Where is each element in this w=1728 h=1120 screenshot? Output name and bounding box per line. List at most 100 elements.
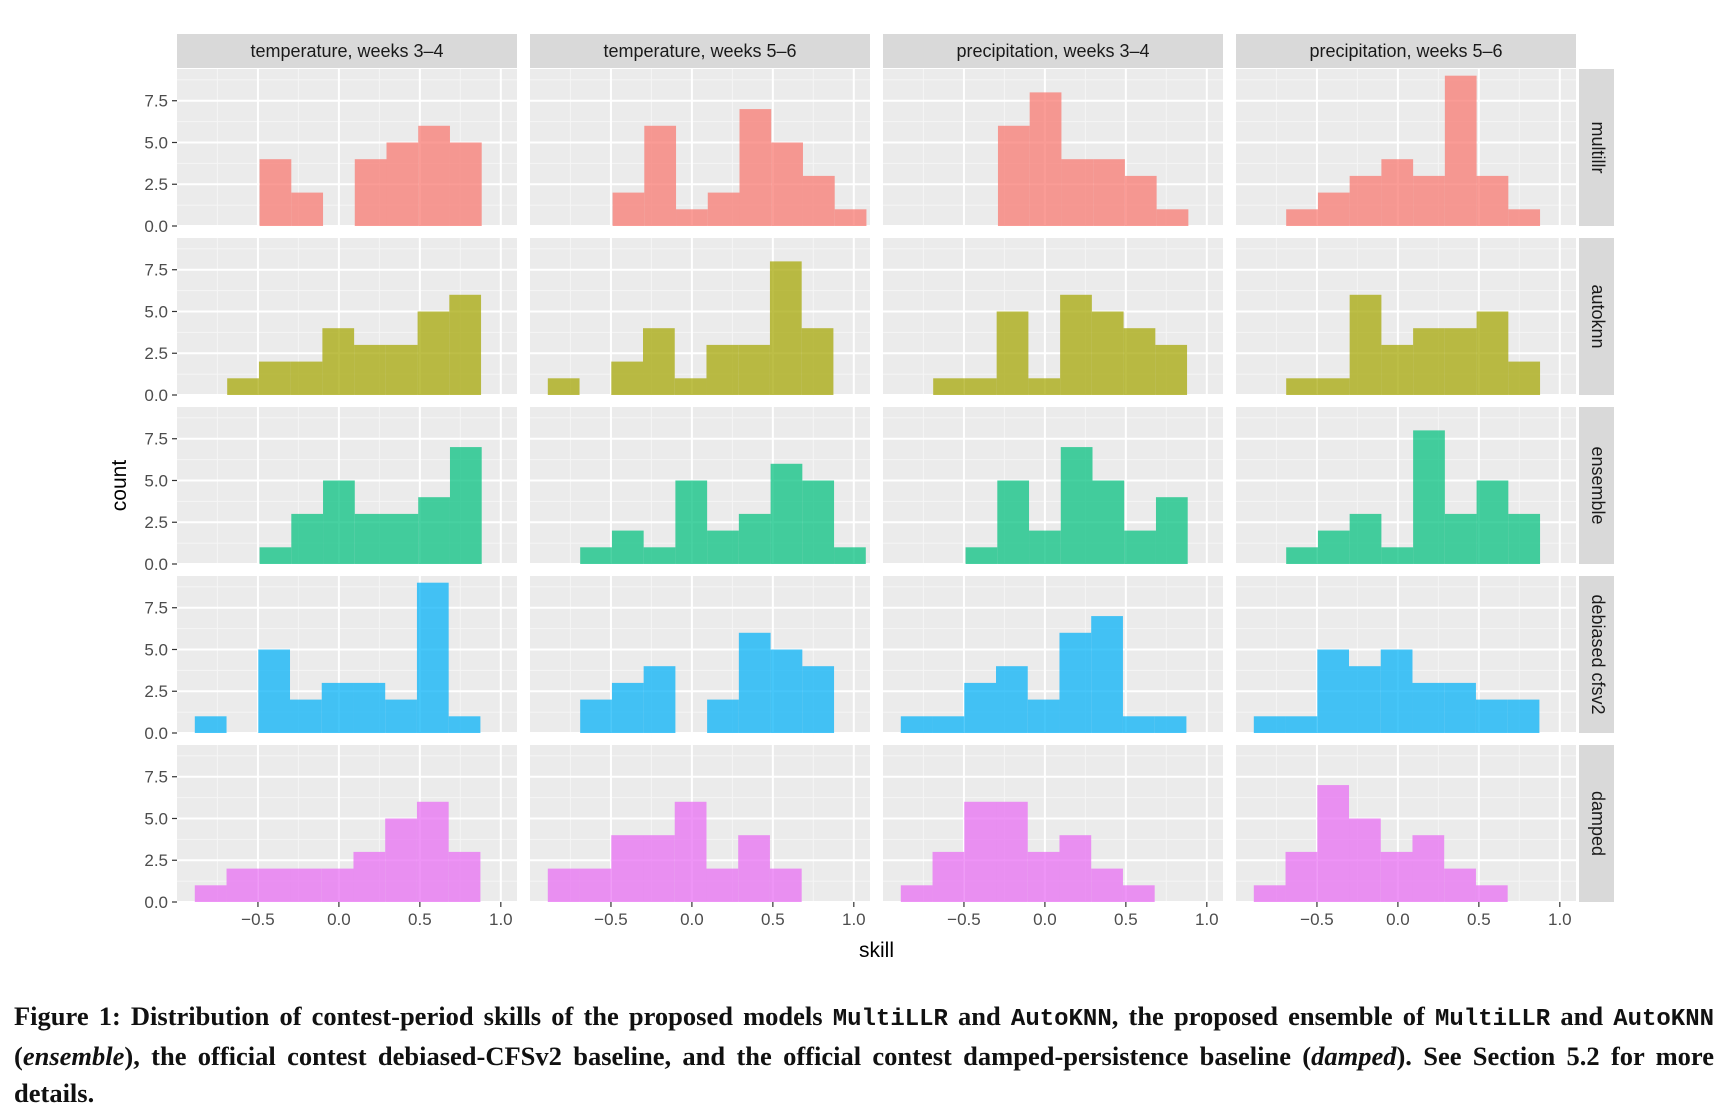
histogram-bar xyxy=(1155,344,1188,395)
column-strip xyxy=(883,34,1223,68)
histogram-bar xyxy=(738,513,771,564)
caption-segment: , the proposed ensemble of xyxy=(1111,1001,1435,1031)
histogram-bar xyxy=(321,868,354,902)
histogram-bar xyxy=(996,801,1028,902)
histogram-bar xyxy=(1059,632,1092,733)
histogram-bar xyxy=(1476,480,1509,564)
histogram-bar xyxy=(996,666,1028,733)
y-tick-label: 2.5 xyxy=(144,175,168,194)
histogram-bar xyxy=(448,851,481,902)
histogram-bar xyxy=(1092,480,1125,564)
histogram-bar xyxy=(1123,328,1156,395)
histogram-bar xyxy=(964,682,997,733)
histogram-bar xyxy=(290,361,323,395)
histogram-bar xyxy=(418,497,450,564)
histogram-bar xyxy=(194,885,227,902)
histogram-bar xyxy=(258,868,291,902)
histogram-bar xyxy=(290,699,322,733)
histogram-bar xyxy=(964,801,997,902)
histogram-bar xyxy=(1124,530,1156,564)
facet-panel xyxy=(530,69,870,227)
histogram-bar xyxy=(1349,175,1382,226)
histogram-bar xyxy=(674,378,707,395)
column-strip xyxy=(1236,34,1576,68)
x-tick-label: 1.0 xyxy=(842,910,866,929)
x-tick-label: 0.0 xyxy=(680,910,704,929)
histogram-bar xyxy=(194,716,227,733)
column-strip-label: precipitation, weeks 5–6 xyxy=(1309,41,1502,61)
histogram-bar xyxy=(1317,378,1350,395)
caption-segment: damped xyxy=(1311,1041,1397,1071)
row-strip xyxy=(1579,238,1614,395)
histogram-bar xyxy=(1091,616,1123,733)
histogram-bar xyxy=(612,192,645,226)
histogram-bar xyxy=(611,682,644,733)
facet-panel xyxy=(530,576,870,734)
histogram-bar xyxy=(1253,716,1286,733)
histogram-bar xyxy=(1061,159,1094,226)
histogram-bar xyxy=(1155,497,1188,564)
histogram-bar xyxy=(643,666,676,733)
histogram-bar xyxy=(675,480,708,564)
histogram-bar xyxy=(1091,311,1124,395)
row-strip xyxy=(1579,69,1614,226)
histogram-bar xyxy=(354,344,386,395)
histogram-bar xyxy=(643,328,675,395)
histogram-bar xyxy=(1029,530,1061,564)
histogram-bar xyxy=(739,109,772,226)
histogram-bar xyxy=(353,851,386,902)
row-strip-label: autoknn xyxy=(1588,284,1608,348)
histogram-bar xyxy=(1508,361,1541,395)
histogram-bar xyxy=(385,818,417,902)
histogram-bar xyxy=(707,699,739,733)
column-strip-label: temperature, weeks 5–6 xyxy=(603,41,796,61)
histogram-bar xyxy=(802,175,835,226)
facet-panel xyxy=(1236,69,1576,227)
histogram-bar xyxy=(1285,851,1318,902)
column-strip xyxy=(177,34,517,68)
histogram-bar xyxy=(1122,885,1155,902)
histogram-bar xyxy=(674,801,707,902)
histogram-bar xyxy=(1286,378,1318,395)
column-strip xyxy=(530,34,870,68)
caption-segment: AutoKNN xyxy=(1010,1006,1112,1033)
facet-panel xyxy=(530,745,870,903)
caption-segment: Figure 1: Distribution of contest-period… xyxy=(14,1001,833,1031)
histogram-bar xyxy=(932,716,965,733)
row-strip-label: ensemble xyxy=(1588,446,1608,524)
histogram-bar xyxy=(643,835,675,902)
histogram-bar xyxy=(386,513,419,564)
histogram-bar xyxy=(291,192,324,226)
histogram-bar xyxy=(291,513,324,564)
x-tick-label: 0.5 xyxy=(761,910,785,929)
x-axis-title: skill xyxy=(859,939,894,962)
histogram-bar xyxy=(547,378,580,395)
histogram-bar xyxy=(1349,513,1382,564)
row-strip xyxy=(1579,576,1614,733)
caption-segment: MultiLLR xyxy=(1434,1006,1551,1033)
histogram-bar xyxy=(1029,92,1062,226)
y-tick-label: 2.5 xyxy=(144,682,168,701)
row-strip-label: damped xyxy=(1588,791,1608,856)
y-tick-label: 0.0 xyxy=(144,555,168,574)
y-tick-label: 5.0 xyxy=(144,302,168,321)
y-tick-label: 2.5 xyxy=(144,851,168,870)
facet-panel xyxy=(883,745,1223,903)
histogram-bar xyxy=(802,666,835,733)
y-tick-label: 5.0 xyxy=(144,640,168,659)
histogram-bar xyxy=(769,868,802,902)
histogram-bar xyxy=(385,344,418,395)
histogram-bar xyxy=(707,530,739,564)
facet-panel xyxy=(1236,238,1576,396)
histogram-bar xyxy=(1317,785,1350,902)
facet-panel xyxy=(177,238,517,396)
y-tick-label: 2.5 xyxy=(144,513,168,532)
x-tick-label: 1.0 xyxy=(489,910,513,929)
x-tick-label: 0.5 xyxy=(1467,910,1491,929)
x-tick-label: −0.5 xyxy=(241,910,275,929)
histogram-bar xyxy=(1413,328,1445,395)
x-tick-label: −0.5 xyxy=(947,910,981,929)
histogram-bar xyxy=(1508,513,1541,564)
histogram-bar xyxy=(1444,513,1477,564)
histogram-bar xyxy=(900,716,933,733)
